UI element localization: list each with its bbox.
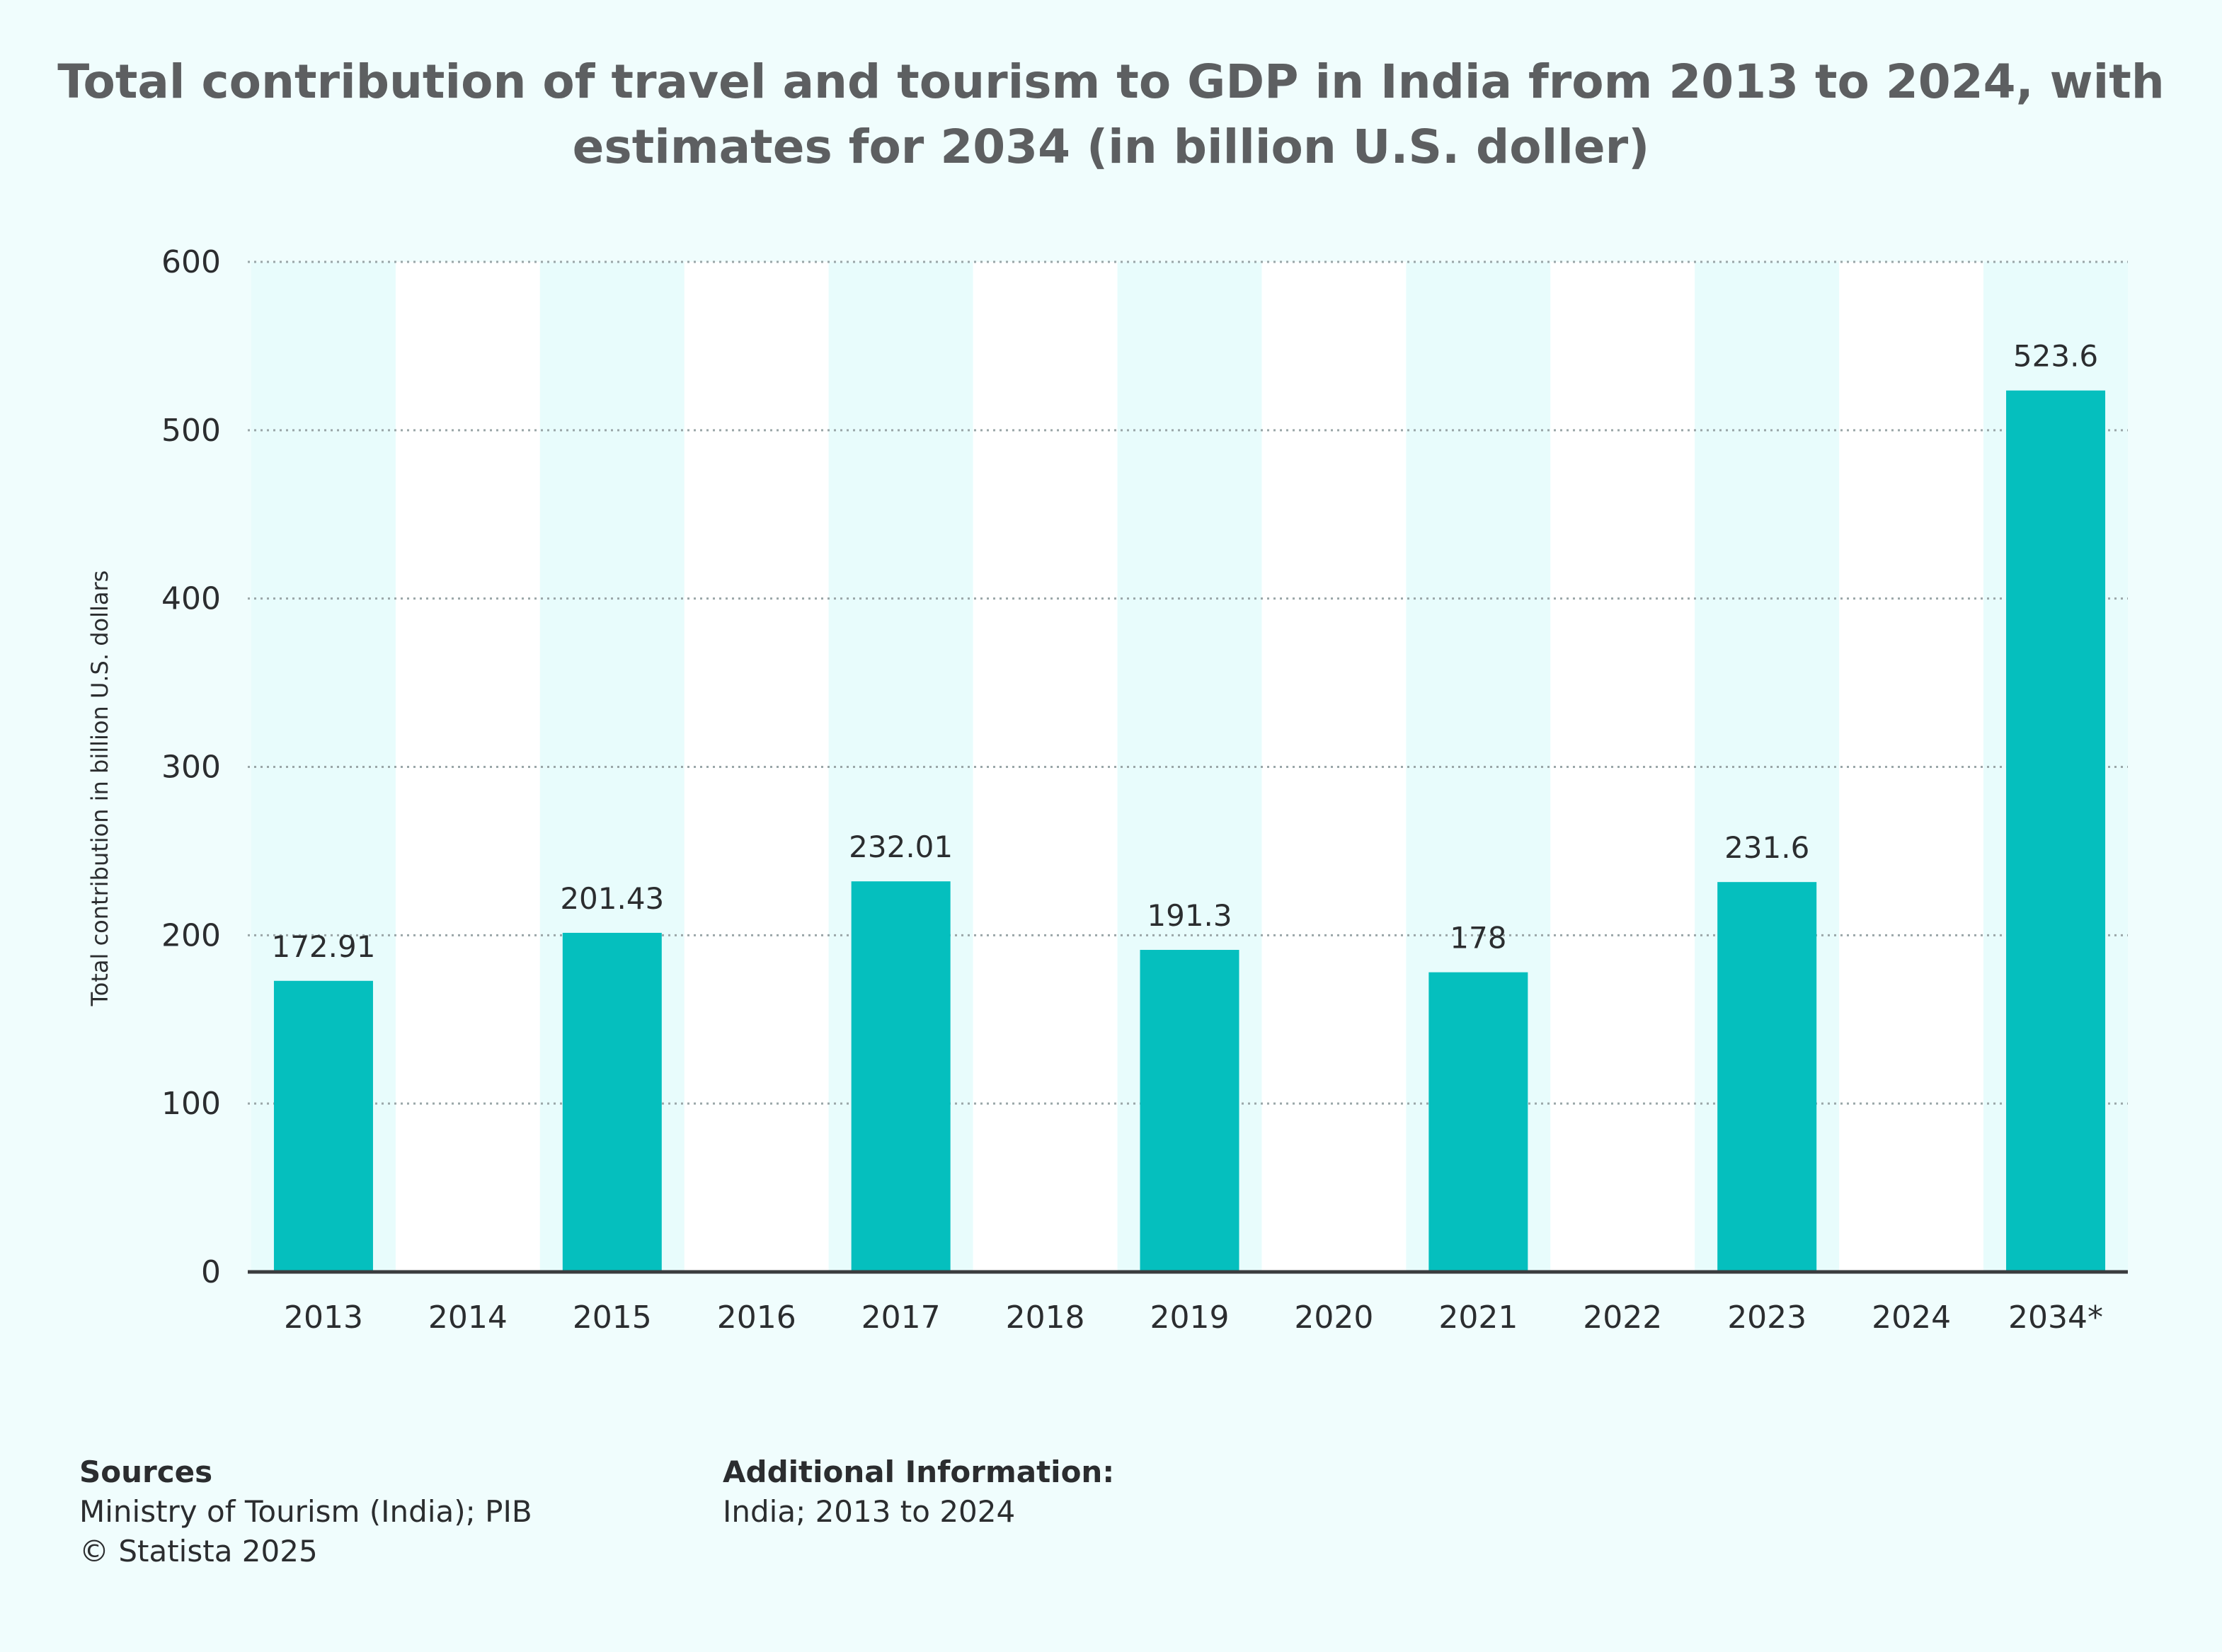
bars bbox=[273, 390, 2106, 1273]
gridlines bbox=[248, 260, 2128, 1105]
x-tick-label: 2018 bbox=[1006, 1300, 1085, 1336]
x-tick-label: 2022 bbox=[1583, 1300, 1662, 1336]
x-tick-label: 2034* bbox=[2008, 1300, 2103, 1336]
additional-info-block: Additional Information: India; 2013 to 2… bbox=[723, 1452, 1114, 1532]
x-tick-label: 2024 bbox=[1872, 1300, 1951, 1336]
y-tick-label: 100 bbox=[161, 1086, 221, 1122]
y-tick-labels: 0 100 200 300 400 500 600 bbox=[161, 244, 221, 1290]
bar bbox=[1140, 950, 1239, 1272]
y-tick-label: 300 bbox=[161, 750, 221, 786]
sources-text: Ministry of Tourism (India); PIB bbox=[79, 1494, 532, 1529]
bar bbox=[2006, 390, 2106, 1273]
x-tick-labels: 2013 2014 2015 2016 2017 2018 2019 2020 2021 2022… bbox=[284, 1300, 2103, 1336]
category-band bbox=[395, 262, 540, 1272]
additional-info-heading: Additional Information: bbox=[723, 1455, 1115, 1489]
bar bbox=[562, 932, 662, 1272]
bar bbox=[851, 881, 951, 1272]
bar bbox=[273, 980, 373, 1272]
additional-info-text: India; 2013 to 2024 bbox=[723, 1494, 1016, 1529]
x-tick-label: 2023 bbox=[1727, 1300, 1806, 1336]
y-tick-label: 200 bbox=[161, 917, 221, 953]
y-axis-title: Total contribution in billion U.S. dolla… bbox=[86, 570, 113, 1007]
data-label: 523.6 bbox=[2013, 339, 2098, 374]
data-label: 178 bbox=[1450, 921, 1506, 956]
y-tick-label: 400 bbox=[161, 581, 221, 617]
x-tick-label: 2019 bbox=[1150, 1300, 1230, 1336]
data-label: 231.6 bbox=[1724, 830, 1809, 865]
y-tick-label: 500 bbox=[161, 413, 221, 449]
x-tick-label: 2014 bbox=[428, 1300, 508, 1336]
x-tick-label: 2017 bbox=[861, 1300, 941, 1336]
x-tick-label: 2021 bbox=[1438, 1300, 1518, 1336]
x-tick-label: 2013 bbox=[284, 1300, 363, 1336]
y-tick-label: 0 bbox=[201, 1254, 221, 1290]
category-band bbox=[684, 262, 829, 1272]
sources-block: Sources Ministry of Tourism (India); PIB… bbox=[79, 1452, 532, 1571]
data-labels: 172.91 201.43 232.01 191.3 178 231.6 523.6 bbox=[271, 339, 2098, 964]
data-label: 191.3 bbox=[1147, 898, 1232, 933]
category-band bbox=[1261, 262, 1407, 1272]
copyright-text: © Statista 2025 bbox=[79, 1534, 318, 1568]
sources-heading: Sources bbox=[79, 1455, 213, 1489]
data-label: 232.01 bbox=[849, 830, 953, 864]
bar bbox=[1428, 972, 1528, 1272]
y-tick-label: 600 bbox=[161, 244, 221, 280]
x-tick-label: 2016 bbox=[717, 1300, 796, 1336]
category-band bbox=[1550, 262, 1695, 1272]
chart-title: Total contribution of travel and tourism… bbox=[57, 55, 2165, 174]
data-label: 201.43 bbox=[560, 881, 664, 916]
x-tick-label: 2015 bbox=[573, 1300, 652, 1336]
x-tick-label: 2020 bbox=[1294, 1300, 1373, 1336]
data-label: 172.91 bbox=[271, 929, 375, 964]
bar bbox=[1717, 882, 1817, 1272]
